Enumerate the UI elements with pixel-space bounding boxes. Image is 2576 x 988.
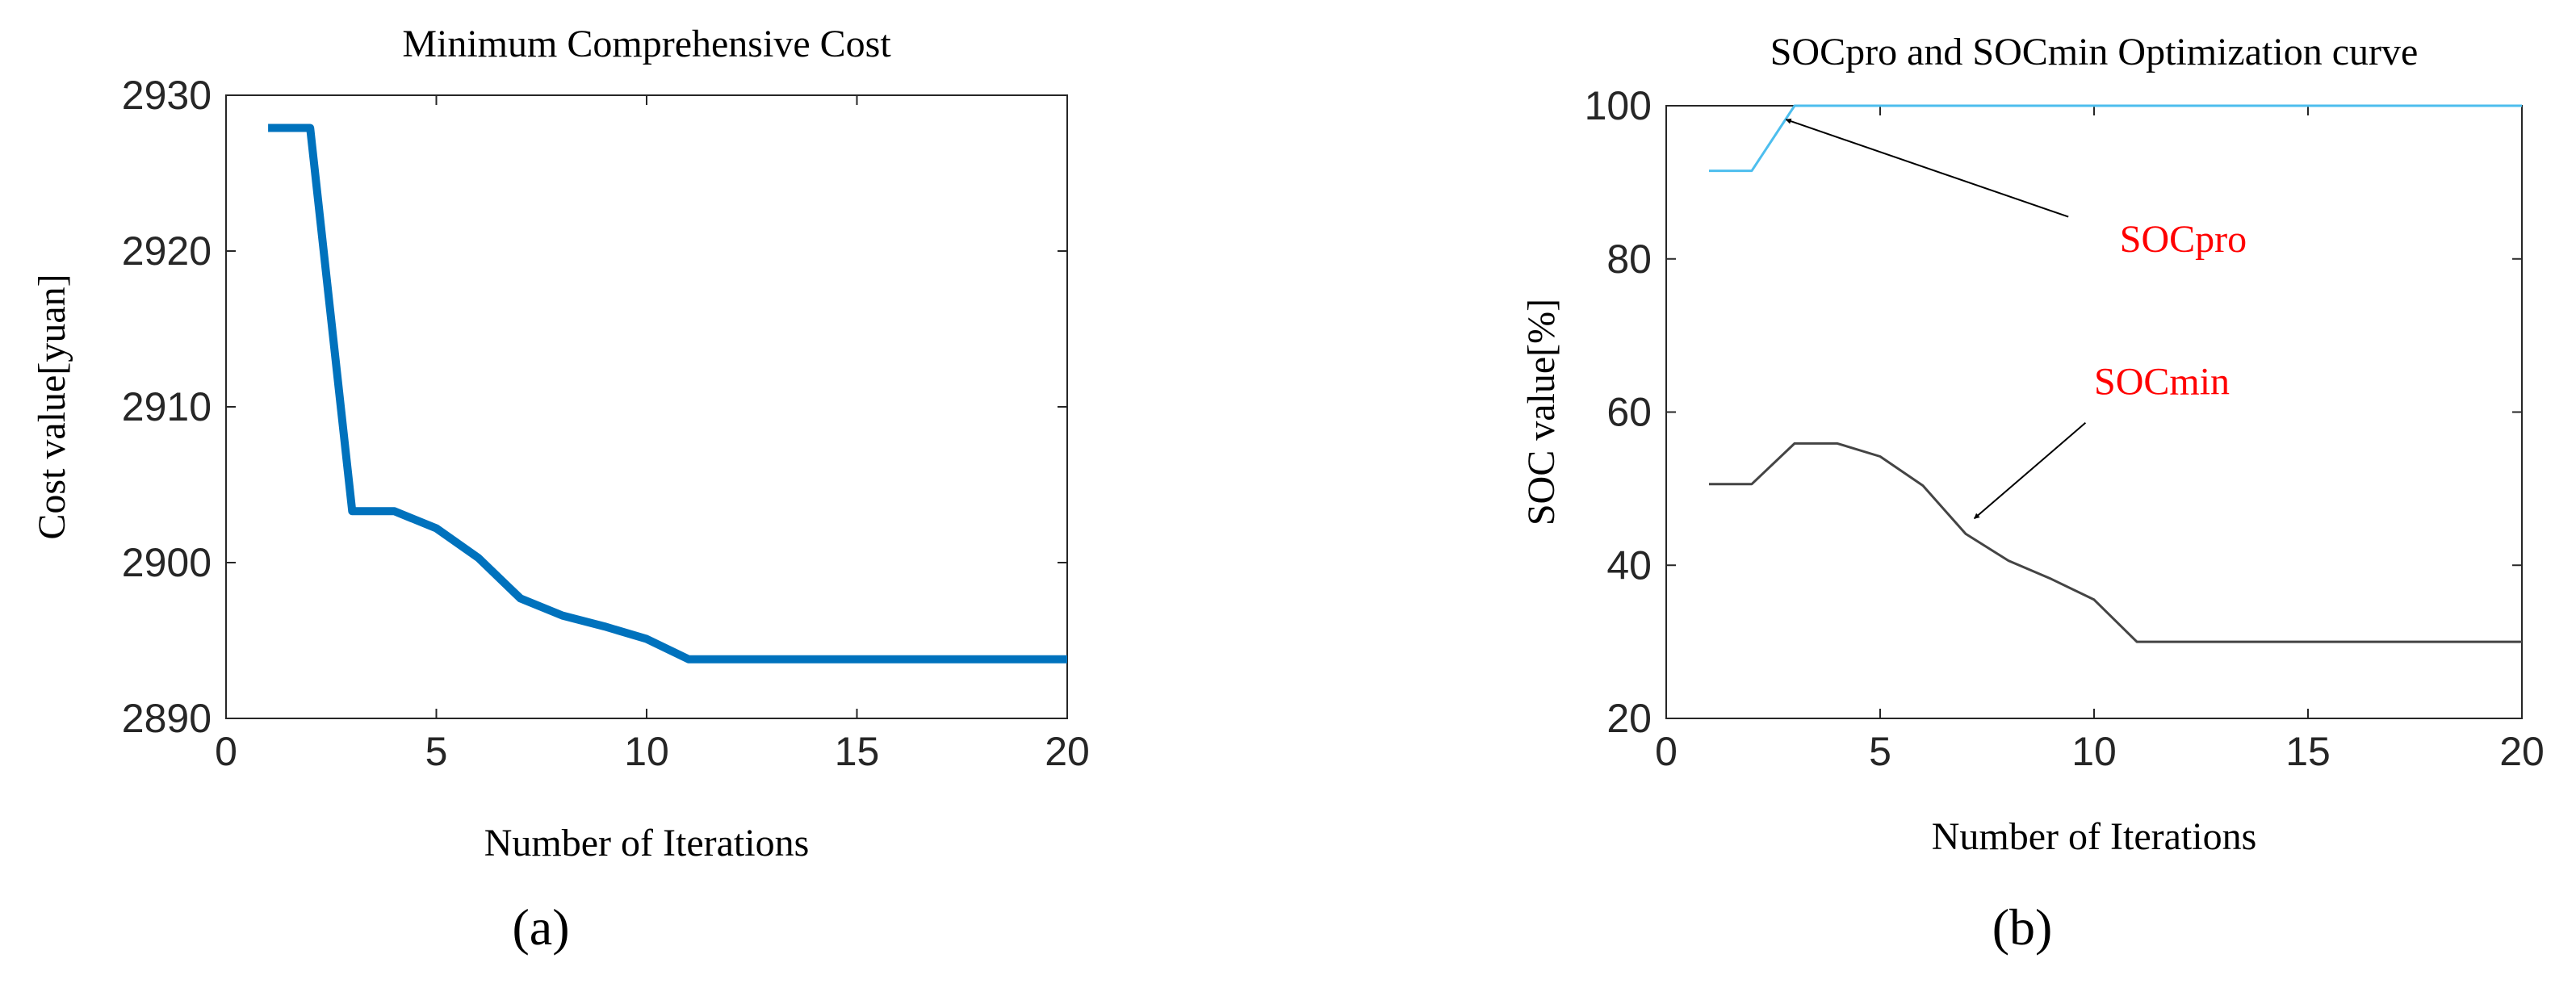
x-tick-label: 15	[835, 729, 880, 774]
y-tick-label: 2920	[122, 228, 212, 274]
chart-title: SOCpro and SOCmin Optimization curve	[1770, 31, 2419, 73]
y-tick-label: 80	[1606, 237, 1652, 282]
y-tick-label: 2910	[122, 384, 212, 429]
x-tick-label: 0	[215, 729, 237, 774]
x-tick-label: 5	[425, 729, 448, 774]
panel-label: (a)	[512, 898, 569, 956]
y-tick-label: 2930	[122, 73, 212, 118]
x-tick-label: 20	[2499, 729, 2545, 774]
x-tick-label: 10	[2071, 729, 2117, 774]
y-tick-label: 40	[1606, 542, 1652, 588]
y-tick-label: 2900	[122, 540, 212, 585]
x-tick-label: 5	[1869, 729, 1891, 774]
axes-box	[1665, 105, 2523, 719]
series-line-cost	[268, 124, 1067, 664]
y-tick-label: 2890	[122, 696, 212, 741]
axes-box	[225, 94, 1068, 719]
x-tick-label: 20	[1045, 729, 1090, 774]
annotation-label: SOCmin	[2094, 361, 2230, 404]
x-tick-label: 10	[624, 729, 669, 774]
y-tick-label: 20	[1606, 696, 1652, 741]
y-axis-label: Cost value[yuan]	[31, 274, 73, 539]
x-axis-label: Number of Iterations	[484, 822, 810, 864]
y-tick-label: 60	[1606, 390, 1652, 435]
chart-a: 0 5 10 15 20 2890 2900 2910 2920 2930 Minimum Comp…	[31, 23, 1090, 956]
chart-title: Minimum Comprehensive Cost	[402, 23, 891, 65]
annotation-label: SOCpro	[2120, 218, 2247, 261]
x-tick-label: 15	[2285, 729, 2331, 774]
series-line-socpro	[1709, 104, 2522, 173]
series-line-socmin	[1709, 442, 2522, 643]
panel-label: (b)	[1992, 898, 2053, 956]
y-axis-label: SOC value[%]	[1520, 299, 1563, 525]
y-tick-label: 100	[1585, 83, 1652, 128]
chart-b: 0 5 10 15 20 20 40 60 80 100 SOCpro SOCmin SOCpro an…	[1520, 31, 2545, 956]
annotation-arrow	[1785, 118, 2069, 218]
x-axis-label: Number of Iterations	[1932, 815, 2257, 858]
x-tick-label: 0	[1655, 729, 1678, 774]
annotation-arrow	[1973, 422, 2087, 520]
